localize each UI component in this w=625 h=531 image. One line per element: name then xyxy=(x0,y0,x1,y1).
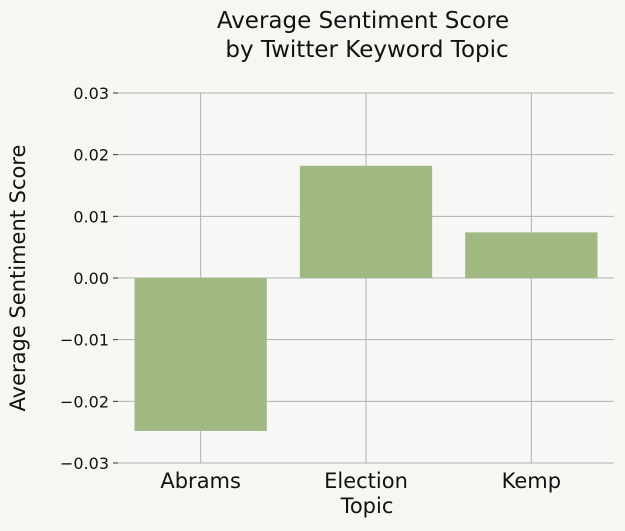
chart-title-line-2: by Twitter Keyword Topic xyxy=(225,37,508,63)
y-tick-label: 0.00 xyxy=(73,269,109,288)
bar-kemp xyxy=(465,232,598,278)
y-tick-label: 0.01 xyxy=(73,207,109,226)
x-axis-ticks: Abrams Election Kemp xyxy=(160,469,561,493)
y-tick-label: −0.02 xyxy=(60,392,109,411)
bars xyxy=(134,165,598,431)
bar-election xyxy=(299,165,433,278)
y-tick-label: 0.02 xyxy=(73,146,109,165)
y-axis-label: Average Sentiment Score xyxy=(6,145,30,412)
bar-abrams xyxy=(134,278,267,431)
x-tick-label: Abrams xyxy=(160,469,241,493)
y-tick-label: −0.01 xyxy=(60,331,109,350)
y-tick-label: −0.03 xyxy=(60,454,109,473)
x-tick-label: Election xyxy=(324,469,408,493)
y-axis-ticks: 0.03 0.02 0.01 0.00 −0.01 −0.02 −0.03 xyxy=(60,84,118,473)
chart-title-line-1: Average Sentiment Score xyxy=(217,8,509,34)
y-tick-label: 0.03 xyxy=(73,84,109,103)
x-tick-label: Kemp xyxy=(502,469,561,493)
x-axis-label: Topic xyxy=(340,494,394,518)
